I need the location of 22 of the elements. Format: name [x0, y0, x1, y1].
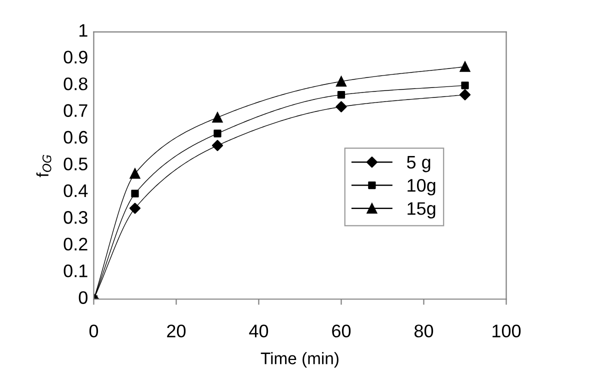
x-axis-title: Time (min) [260, 352, 338, 368]
y-tick-label: 0.3 [64, 211, 88, 224]
x-tick-label: 80 [414, 324, 434, 338]
y-tick-label: 0.6 [64, 130, 88, 144]
x-tick-label: 60 [332, 324, 351, 338]
y-tick-label: 0.4 [64, 184, 88, 198]
y-tick-label: 0.8 [64, 77, 88, 90]
y-tick-label: 0.5 [64, 158, 88, 170]
x-tick-label: 40 [249, 324, 268, 338]
x-tick-label: 100 [492, 324, 521, 338]
y-tick-label: 0.1 [64, 264, 88, 278]
y-tick-label: 0 [78, 291, 88, 304]
x-tick-label: 20 [167, 324, 186, 338]
y-axis-title: f$_{OG}$ [36, 154, 52, 178]
y-tick-label: 0.2 [64, 238, 88, 251]
y-tick-label: 1 [80, 24, 88, 37]
x-tick-label: 0 [89, 324, 98, 338]
y-tick-label: 0.9 [64, 50, 88, 64]
legend-label: 15g [408, 202, 436, 218]
legend-label: 10g [408, 178, 436, 196]
y-tick-label: 0.7 [64, 104, 88, 117]
legend-label: 5 g [406, 156, 430, 172]
